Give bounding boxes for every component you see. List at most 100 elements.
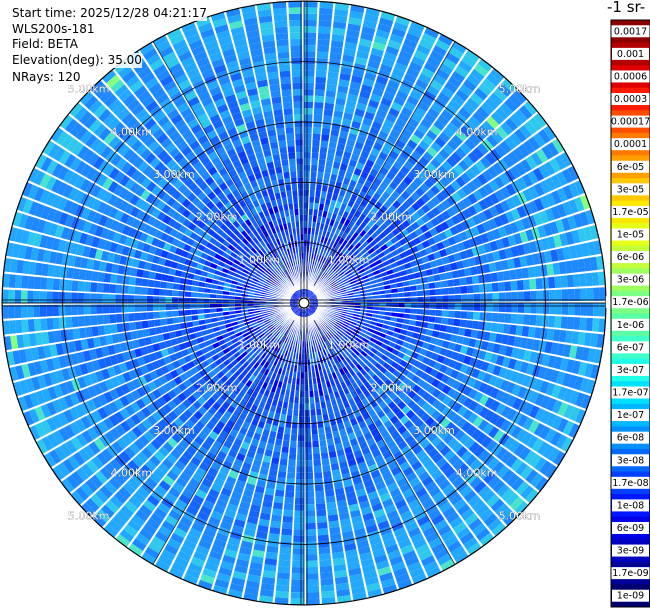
range-gate-cell (472, 416, 484, 428)
range-gate-cell (486, 342, 495, 353)
range-gate-cell (328, 141, 337, 149)
range-gate-cell (71, 471, 84, 486)
range-gate-cell (379, 306, 386, 311)
range-gate-cell (141, 447, 153, 459)
range-gate-cell (329, 135, 339, 143)
range-gate-cell (124, 446, 136, 459)
range-gate-cell (291, 301, 298, 303)
range-gate-cell (121, 433, 133, 446)
range-gate-cell (348, 361, 356, 369)
range-gate-cell (346, 165, 355, 174)
range-gate-cell (537, 251, 547, 264)
range-gate-cell (503, 436, 516, 450)
range-gate-cell (493, 215, 504, 228)
range-gate-cell (379, 294, 386, 299)
range-gate-cell (146, 517, 161, 530)
range-gate-cell (162, 475, 175, 487)
range-gate-cell (539, 425, 551, 440)
range-gate-cell (527, 170, 539, 185)
range-gate-cell (435, 39, 450, 52)
range-gate-cell (101, 368, 111, 380)
range-gate-cell (117, 265, 126, 275)
range-gate-cell (80, 257, 89, 269)
range-gate-cell (357, 176, 366, 185)
range-gate-cell (263, 316, 270, 321)
range-gate-cell (366, 458, 376, 467)
range-gate-cell (348, 159, 358, 168)
range-gate-cell (351, 359, 359, 367)
range-gate-cell (511, 477, 525, 491)
range-gate-cell (525, 229, 535, 242)
range-gate-cell (320, 279, 327, 286)
range-gate-cell (178, 455, 190, 466)
range-gate-cell (377, 486, 389, 497)
range-gate-cell (323, 258, 329, 265)
range-gate-cell (312, 139, 320, 147)
range-gate-cell (429, 368, 439, 378)
range-gate-cell (467, 303, 474, 311)
range-gate-cell (383, 227, 392, 236)
range-gate-cell (489, 192, 500, 205)
range-gate-cell (329, 366, 335, 374)
range-gate-cell (322, 464, 331, 472)
range-gate-cell (342, 277, 349, 283)
range-gate-cell (553, 234, 563, 248)
range-gate-cell (33, 318, 42, 332)
range-gate-cell (477, 419, 489, 432)
range-gate-cell (383, 200, 392, 209)
range-gate-cell (467, 193, 478, 205)
range-gate-cell (378, 400, 388, 410)
range-gate-cell (373, 508, 386, 518)
range-gate-cell (260, 374, 267, 382)
range-gate-cell (478, 467, 492, 480)
range-gate-cell (319, 152, 327, 160)
range-gate-cell (104, 431, 116, 444)
range-gate-cell (528, 116, 542, 132)
range-gate-cell (209, 349, 217, 357)
range-gate-cell (200, 573, 215, 585)
range-gate-cell (310, 415, 317, 423)
range-gate-cell (451, 351, 460, 361)
range-gate-cell (375, 481, 386, 491)
range-gate-cell (413, 360, 422, 369)
range-gate-cell (135, 509, 149, 522)
range-gate-cell (285, 484, 295, 492)
range-gate-cell (300, 372, 304, 379)
range-gate-cell (315, 338, 320, 345)
range-gate-cell (90, 293, 97, 303)
range-gate-cell (389, 555, 404, 566)
range-gate-cell (329, 270, 335, 277)
range-gate-cell (305, 504, 315, 511)
range-gate-cell (533, 183, 545, 197)
range-gate-cell (122, 371, 132, 383)
range-gate-cell (131, 426, 143, 438)
range-gate-cell (333, 265, 340, 272)
range-gate-cell (261, 461, 270, 470)
range-gate-cell (362, 389, 371, 398)
range-gate-cell (120, 420, 131, 433)
range-gate-cell (162, 332, 171, 341)
range-gate-cell (363, 431, 373, 441)
range-gate-cell (462, 196, 473, 208)
range-gate-cell (471, 499, 486, 512)
range-gate-cell (134, 286, 142, 295)
range-gate-cell (346, 347, 353, 355)
range-gate-cell (580, 242, 590, 257)
range-gate-cell (453, 361, 463, 371)
range-gate-cell (397, 425, 407, 435)
range-gate-cell (362, 165, 372, 174)
range-gate-cell (182, 434, 194, 445)
range-gate-cell (325, 274, 331, 281)
range-gate-cell (413, 538, 427, 550)
range-gate-cell (422, 151, 434, 162)
range-gate-cell (310, 171, 317, 178)
range-gate-cell (226, 434, 236, 444)
range-gate-cell (390, 283, 398, 289)
range-gate-cell (367, 369, 376, 378)
range-gate-cell (111, 333, 120, 344)
range-gate-cell (203, 308, 211, 314)
range-gate-cell (161, 520, 176, 532)
range-gate-cell (355, 323, 363, 329)
range-gate-cell (530, 290, 537, 302)
range-gate-cell (396, 56, 410, 67)
